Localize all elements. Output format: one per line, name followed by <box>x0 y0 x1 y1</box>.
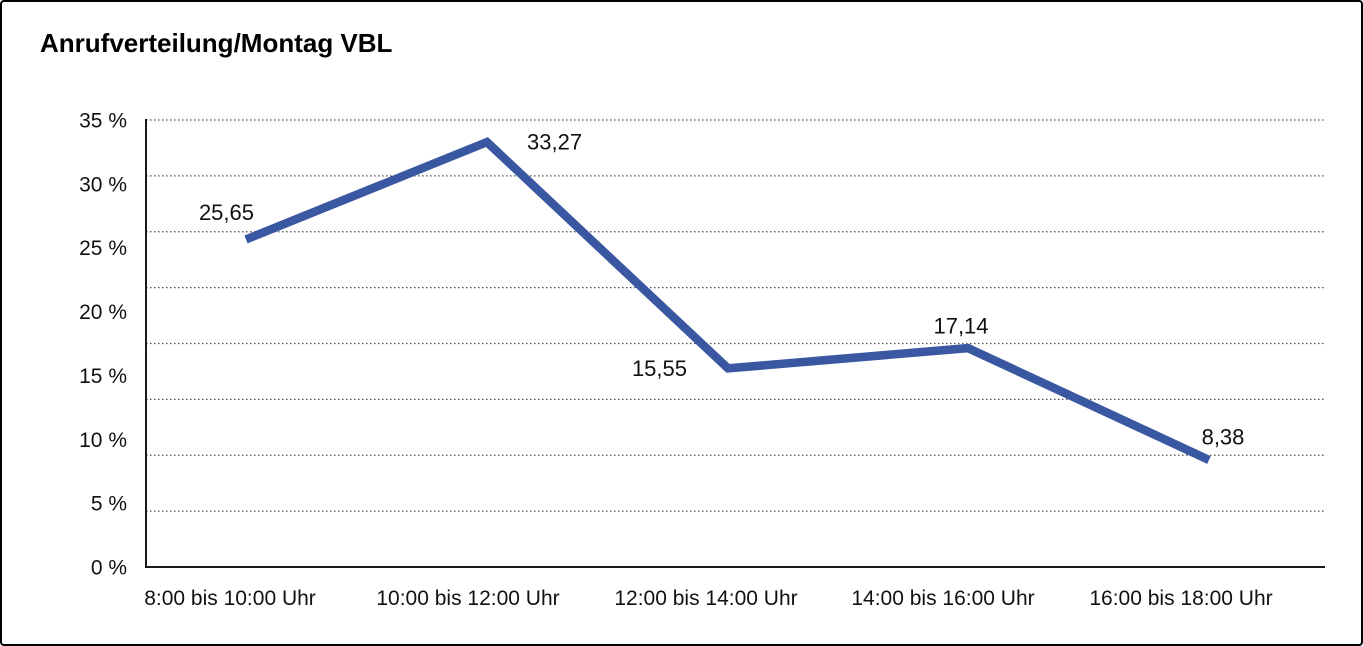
y-tick-label: 30 % <box>79 173 127 196</box>
data-point-label: 15,55 <box>632 356 687 381</box>
x-category-label: 16:00 bis 18:00 Uhr <box>1089 587 1272 610</box>
data-point-label: 8,38 <box>1202 424 1245 449</box>
y-tick-label: 0 % <box>91 557 127 580</box>
data-point-label: 33,27 <box>527 130 582 155</box>
y-tick-label: 15 % <box>79 365 127 388</box>
y-tick-label: 35 % <box>79 110 127 133</box>
y-tick-label: 25 % <box>79 237 127 260</box>
data-point-label: 17,14 <box>933 314 988 339</box>
x-category-label: 10:00 bis 12:00 Uhr <box>376 587 559 610</box>
y-tick-label: 5 % <box>91 493 127 516</box>
x-category-label: 8:00 bis 10:00 Uhr <box>144 587 316 610</box>
chart-title: Anrufverteilung/Montag VBL <box>40 28 393 58</box>
x-category-label: 14:00 bis 16:00 Uhr <box>851 587 1034 610</box>
y-tick-label: 10 % <box>79 429 127 452</box>
y-tick-label: 20 % <box>79 301 127 324</box>
x-category-label: 12:00 bis 14:00 Uhr <box>614 587 797 610</box>
data-line <box>244 137 1211 464</box>
data-point-label: 25,65 <box>199 200 254 225</box>
